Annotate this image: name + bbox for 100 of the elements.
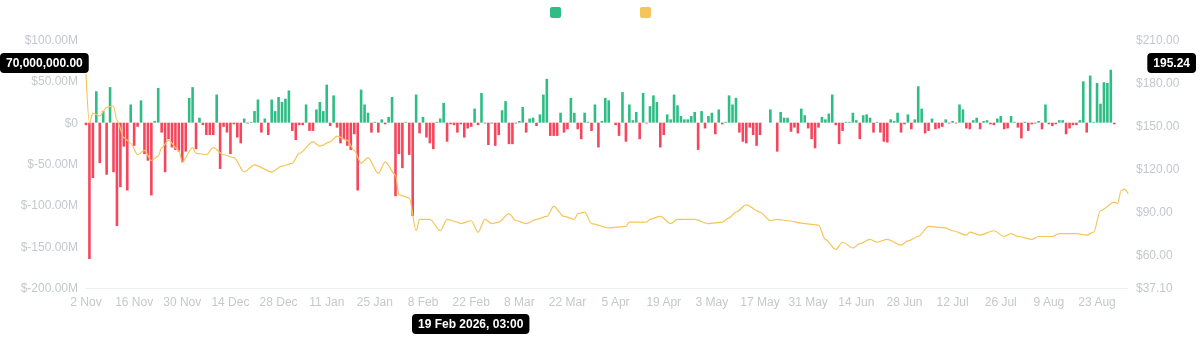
bar [1020, 122, 1023, 139]
bar [370, 122, 373, 133]
bar [985, 120, 989, 123]
bar [579, 122, 583, 140]
bar [442, 102, 445, 123]
bar [965, 122, 968, 129]
bar [934, 122, 937, 130]
bar [156, 87, 160, 123]
bar [205, 122, 208, 136]
bar [462, 122, 466, 138]
x-tick-label: 9 Aug [1033, 295, 1065, 309]
y-tick-label: $100.00M [24, 33, 78, 47]
y-tick-label: $-200.00M [20, 281, 78, 295]
bar [755, 122, 758, 146]
bar [1061, 120, 1064, 123]
bar [1044, 104, 1047, 123]
bar [473, 108, 476, 123]
bar [941, 122, 944, 127]
bar [996, 118, 999, 123]
bar [480, 92, 483, 123]
bar [325, 84, 329, 123]
bar [607, 100, 611, 123]
x-tick-label: 28 Jun [886, 295, 923, 309]
bar [332, 95, 335, 123]
bar [150, 122, 153, 196]
bar [861, 115, 865, 123]
line-series [85, 73, 1129, 251]
y2-tick-label: $37.10 [1136, 281, 1174, 295]
bar [910, 122, 913, 130]
bar [521, 106, 525, 123]
x-tick-label: 25 Jan [356, 295, 393, 309]
bar [260, 122, 263, 133]
x-tick-label: 3 May [695, 295, 729, 309]
bar [583, 112, 586, 123]
text: 70,000,000.00 [6, 56, 84, 70]
x-tick-label: 23 Aug [1078, 295, 1116, 309]
bar [786, 117, 789, 123]
bar [775, 122, 779, 152]
x-tick-label: 8 Mar [503, 295, 535, 309]
bar [535, 122, 538, 126]
bar [552, 122, 555, 136]
y2-tick-label: $90.00 [1136, 205, 1174, 220]
bar [865, 114, 868, 123]
bar [105, 122, 108, 175]
bar [999, 116, 1003, 123]
x-tick-label: 16 Nov [115, 295, 154, 309]
bar [239, 122, 243, 144]
bar [511, 122, 514, 145]
y2-tick-label: $180.00 [1136, 76, 1180, 91]
bar [180, 122, 184, 163]
y2-tick-label: $120.00 [1136, 162, 1180, 177]
x-tick-label: 17 May [740, 295, 780, 309]
bar [638, 122, 641, 140]
bar [346, 122, 349, 146]
bar [308, 122, 311, 131]
bar [294, 122, 298, 141]
bar [198, 117, 201, 123]
x-tick-label: 5 Apr [601, 295, 630, 309]
bar [1081, 81, 1085, 123]
x-tick-label: 22 Mar [548, 295, 587, 309]
bar [88, 122, 91, 260]
bar [659, 122, 662, 148]
x-tick-label: 19 Apr [646, 295, 682, 309]
bar [971, 120, 975, 123]
bar [528, 118, 531, 123]
bar [714, 122, 717, 135]
bar [270, 99, 273, 123]
x-tick-label: 26 Jul [984, 295, 1017, 309]
x-tick-label: 14 Dec [211, 295, 250, 309]
bar [769, 109, 772, 123]
bar [872, 122, 875, 133]
bar [927, 122, 930, 131]
bar [394, 122, 397, 197]
x-tick-label: 14 Jun [838, 295, 875, 309]
bar [174, 122, 177, 150]
bar [858, 122, 862, 140]
bar [597, 122, 600, 148]
bar [634, 111, 638, 123]
x-tick-label: 2 Nov [70, 295, 102, 309]
bar [191, 87, 194, 123]
x-tick-label: 30 Nov [163, 295, 202, 309]
bar [339, 122, 342, 144]
text: 195.24 [1153, 56, 1191, 70]
bar [266, 122, 270, 136]
bar [487, 122, 490, 145]
bar [621, 92, 624, 123]
bar [1085, 122, 1089, 133]
bar [717, 109, 721, 123]
bar [277, 97, 280, 123]
bar [301, 122, 304, 126]
bar [1006, 122, 1009, 129]
bar [652, 95, 655, 123]
bar [504, 101, 507, 123]
y-tick-label: $-50.00M [27, 157, 78, 171]
bar [229, 122, 232, 155]
y2-tick-label: $150.00 [1136, 119, 1180, 134]
bar [916, 86, 920, 123]
x-tick-label: 11 Jan [309, 295, 345, 309]
bar [349, 122, 353, 150]
bar [125, 122, 129, 191]
